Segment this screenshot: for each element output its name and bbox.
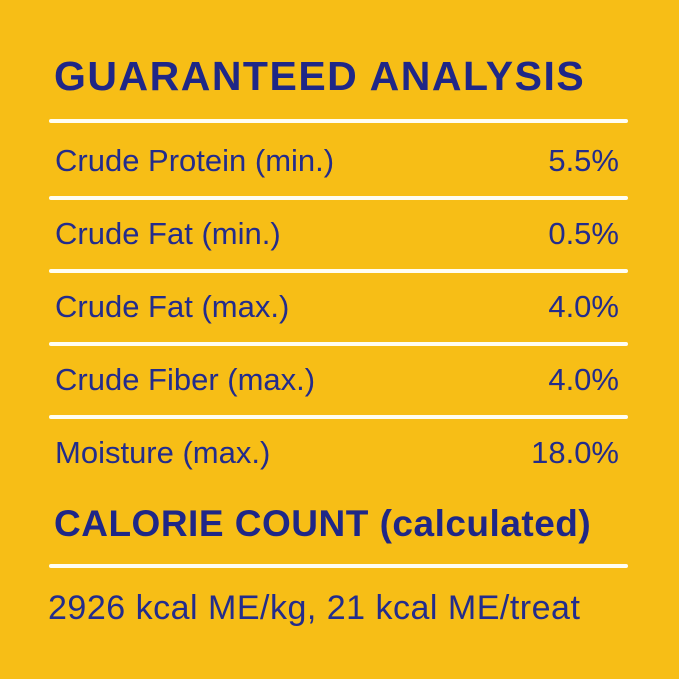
divider	[49, 415, 628, 419]
divider	[49, 269, 628, 273]
row-value: 4.0%	[548, 289, 619, 324]
row-label: Moisture (max.)	[55, 435, 271, 470]
row-label: Crude Fat (max.)	[55, 289, 290, 324]
analysis-row: Crude Fat (min.) 0.5%	[55, 215, 619, 253]
analysis-row: Moisture (max.) 18.0%	[55, 434, 619, 472]
row-value: 5.5%	[548, 143, 619, 178]
row-value: 0.5%	[548, 216, 619, 251]
row-value: 4.0%	[548, 362, 619, 397]
analysis-row: Crude Fiber (max.) 4.0%	[55, 361, 619, 399]
row-label: Crude Protein (min.)	[55, 143, 335, 178]
divider	[49, 564, 628, 568]
divider	[49, 196, 628, 200]
calorie-count-value: 2926 kcal ME/kg, 21 kcal ME/treat	[48, 589, 581, 627]
divider	[49, 342, 628, 346]
calorie-count-heading: CALORIE COUNT (calculated)	[54, 503, 592, 544]
analysis-row: Crude Fat (max.) 4.0%	[55, 288, 619, 326]
page-title: GUARANTEED ANALYSIS	[54, 53, 586, 99]
row-label: Crude Fat (min.)	[55, 216, 281, 251]
divider	[49, 119, 628, 123]
row-value: 18.0%	[531, 435, 619, 470]
analysis-row: Crude Protein (min.) 5.5%	[55, 142, 619, 180]
row-label: Crude Fiber (max.)	[55, 362, 316, 397]
